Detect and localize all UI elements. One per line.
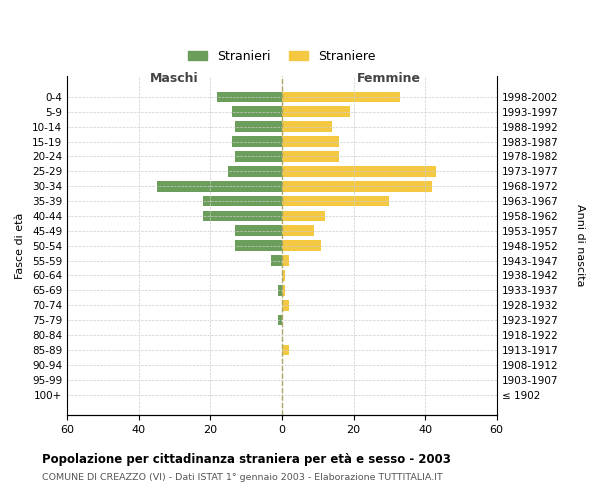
Bar bbox=[282, 255, 289, 266]
Bar bbox=[282, 151, 339, 162]
Bar bbox=[157, 181, 282, 192]
Bar bbox=[282, 285, 286, 296]
Bar bbox=[282, 166, 436, 176]
Bar bbox=[235, 226, 282, 236]
Bar bbox=[232, 136, 282, 147]
Bar bbox=[278, 314, 282, 326]
Bar bbox=[282, 181, 432, 192]
Bar bbox=[278, 285, 282, 296]
Bar bbox=[282, 300, 289, 310]
Bar bbox=[217, 92, 282, 102]
Bar bbox=[282, 122, 332, 132]
Bar bbox=[282, 240, 321, 251]
Bar bbox=[282, 92, 400, 102]
Bar bbox=[203, 196, 282, 206]
Bar bbox=[228, 166, 282, 176]
Bar bbox=[282, 270, 286, 281]
Bar bbox=[232, 106, 282, 117]
Bar bbox=[282, 136, 339, 147]
Bar bbox=[282, 344, 289, 355]
Bar bbox=[203, 210, 282, 222]
Text: Femmine: Femmine bbox=[358, 72, 421, 85]
Text: COMUNE DI CREAZZO (VI) - Dati ISTAT 1° gennaio 2003 - Elaborazione TUTTITALIA.IT: COMUNE DI CREAZZO (VI) - Dati ISTAT 1° g… bbox=[42, 472, 443, 482]
Legend: Stranieri, Straniere: Stranieri, Straniere bbox=[183, 45, 380, 68]
Y-axis label: Fasce di età: Fasce di età bbox=[15, 212, 25, 279]
Text: Maschi: Maschi bbox=[150, 72, 199, 85]
Bar bbox=[271, 255, 282, 266]
Bar bbox=[282, 196, 389, 206]
Y-axis label: Anni di nascita: Anni di nascita bbox=[575, 204, 585, 287]
Bar bbox=[282, 210, 325, 222]
Bar bbox=[235, 122, 282, 132]
Bar bbox=[235, 151, 282, 162]
Bar bbox=[235, 240, 282, 251]
Bar bbox=[282, 226, 314, 236]
Bar bbox=[282, 106, 350, 117]
Text: Popolazione per cittadinanza straniera per età e sesso - 2003: Popolazione per cittadinanza straniera p… bbox=[42, 452, 451, 466]
